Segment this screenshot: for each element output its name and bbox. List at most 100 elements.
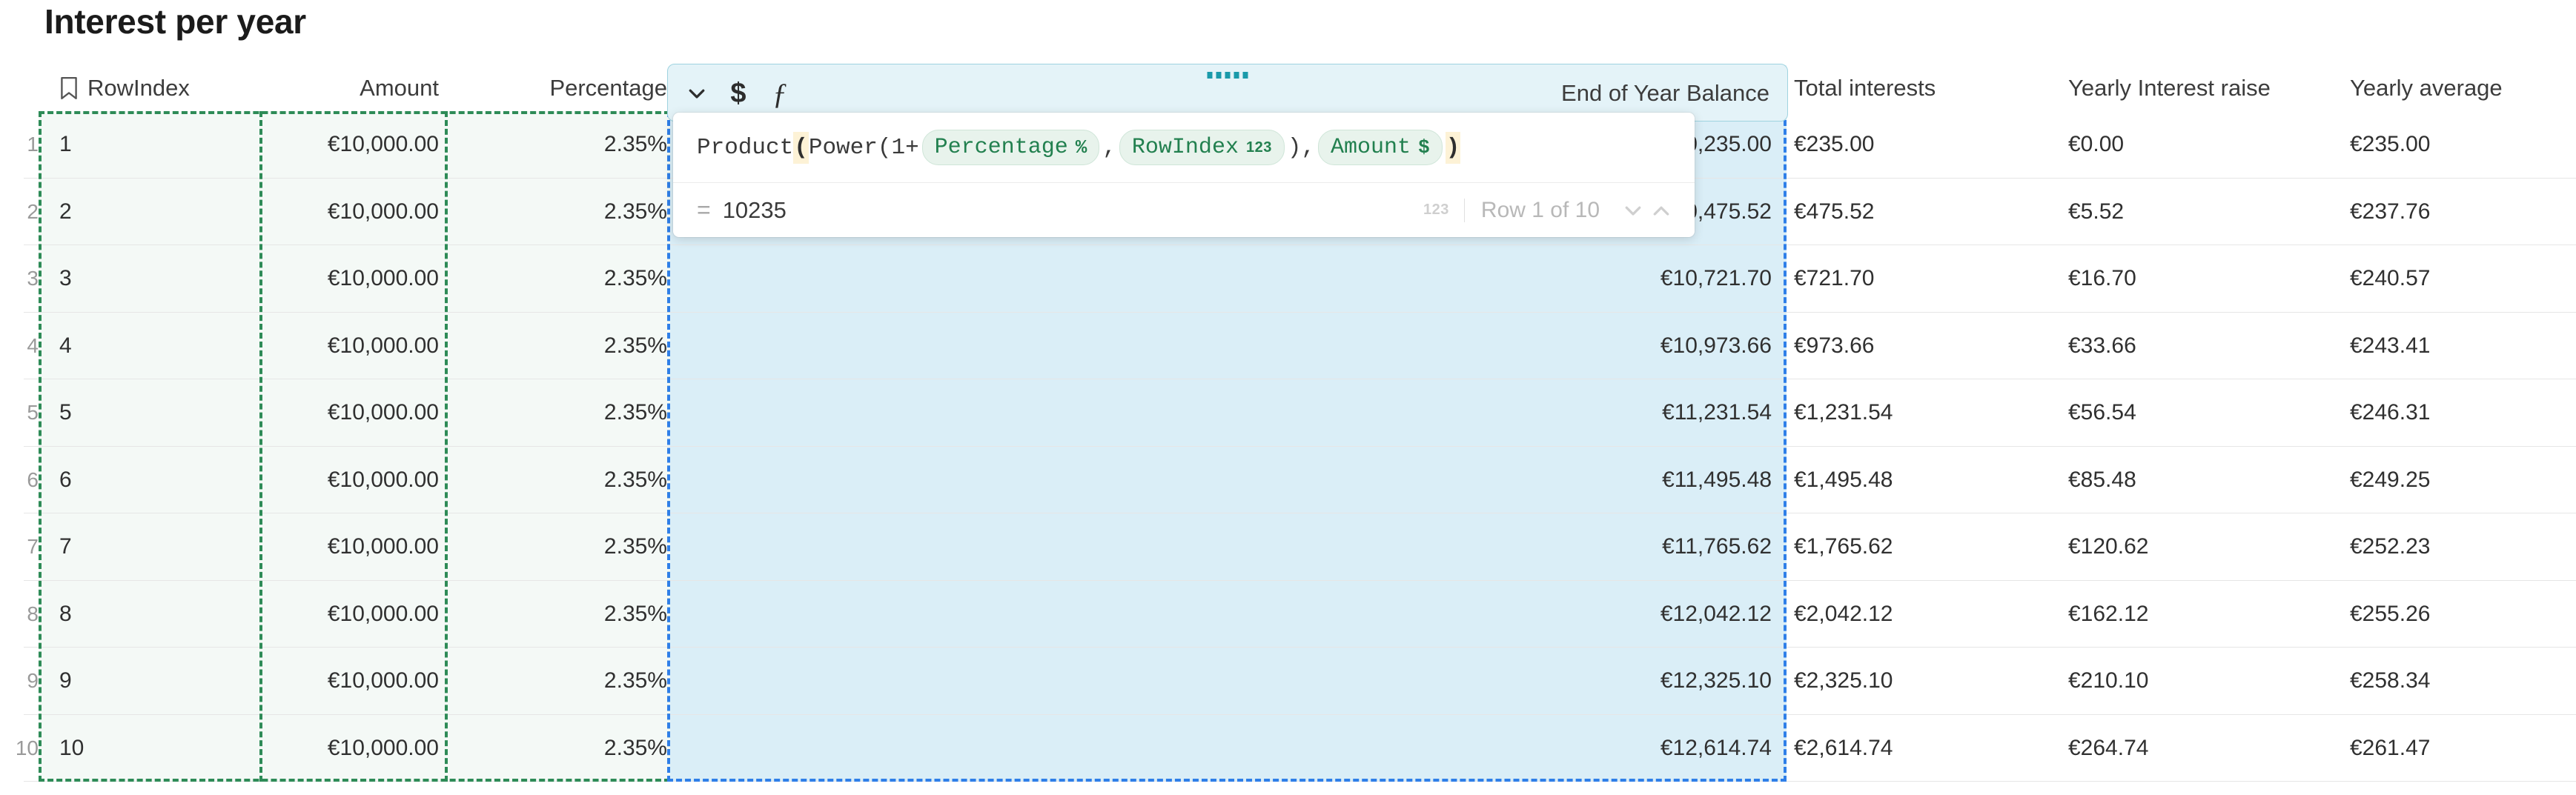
cell-avg[interactable]: €255.26: [2350, 601, 2431, 626]
cell-avg[interactable]: €237.76: [2350, 199, 2431, 224]
cell-rowindex[interactable]: 2: [59, 199, 72, 224]
cell-avg[interactable]: €243.41: [2350, 333, 2431, 358]
cell-rowindex[interactable]: 6: [59, 467, 72, 492]
cell-avg[interactable]: €258.34: [2350, 668, 2431, 693]
table-row[interactable]: 4 4 €10,000.00 2.35% €10,973.66 €973.66 €33.66…: [0, 313, 2576, 379]
cell-eoy[interactable]: €11,231.54: [1662, 400, 1772, 425]
cell-rowindex[interactable]: 1: [59, 132, 72, 157]
table-row[interactable]: 6 6 €10,000.00 2.35% €11,495.48 €1,495.48 €85.…: [0, 447, 2576, 513]
cell-rowindex[interactable]: 3: [59, 266, 72, 291]
cell-percentage[interactable]: 2.35%: [603, 132, 667, 157]
table-row[interactable]: 7 7 €10,000.00 2.35% €11,765.62 €1,765.62 €120…: [0, 513, 2576, 581]
cell-eoy[interactable]: €10,721.70: [1660, 266, 1772, 291]
cell-raise[interactable]: €85.48: [2068, 467, 2136, 492]
cell-raise[interactable]: €210.10: [2068, 668, 2149, 693]
cell-eoy[interactable]: €12,614.74: [1660, 735, 1772, 760]
cell-amount[interactable]: €10,000.00: [327, 735, 439, 760]
formula-close-paren: ): [1445, 131, 1461, 164]
cell-total[interactable]: €1,765.62: [1794, 534, 1893, 559]
cell-raise[interactable]: €56.54: [2068, 400, 2136, 425]
cell-raise[interactable]: €0.00: [2068, 132, 2125, 157]
cell-amount[interactable]: €10,000.00: [327, 467, 439, 492]
cell-rowindex[interactable]: 4: [59, 333, 72, 358]
dollar-icon[interactable]: $: [730, 77, 746, 109]
chevron-down-icon[interactable]: [684, 79, 709, 108]
cell-total[interactable]: €2,614.74: [1794, 735, 1893, 760]
cell-avg[interactable]: €235.00: [2350, 132, 2431, 157]
cell-eoy[interactable]: €12,042.12: [1660, 601, 1772, 626]
cell-amount[interactable]: €10,000.00: [327, 668, 439, 693]
cell-avg[interactable]: €261.47: [2350, 735, 2431, 760]
table-row[interactable]: 10 10 €10,000.00 2.35% €12,614.74 €2,614.74 €2…: [0, 715, 2576, 782]
drag-handle[interactable]: [1207, 72, 1248, 79]
cell-amount[interactable]: €10,000.00: [327, 132, 439, 157]
cell-total[interactable]: €1,231.54: [1794, 400, 1893, 425]
table-row[interactable]: 5 5 €10,000.00 2.35% €11,231.54 €1,231.54 €56.…: [0, 379, 2576, 447]
cell-eoy[interactable]: €12,325.10: [1660, 668, 1772, 693]
column-header-yearly-average[interactable]: Yearly average: [2350, 65, 2572, 111]
table-row[interactable]: 3 3 €10,000.00 2.35% €10,721.70 €721.70 €16.70…: [0, 245, 2576, 313]
cell-percentage[interactable]: 2.35%: [603, 467, 667, 492]
cell-amount[interactable]: €10,000.00: [327, 400, 439, 425]
column-header-percentage[interactable]: Percentage: [445, 65, 667, 111]
cell-eoy[interactable]: €10,973.66: [1660, 333, 1772, 358]
cell-amount[interactable]: €10,000.00: [327, 534, 439, 559]
cell-percentage[interactable]: 2.35%: [603, 266, 667, 291]
column-header-yearly-average-label: Yearly average: [2350, 75, 2503, 101]
column-header-yearly-interest-raise[interactable]: Yearly Interest raise: [2068, 65, 2350, 111]
cell-percentage[interactable]: 2.35%: [603, 534, 667, 559]
chevron-down-icon[interactable]: [1619, 196, 1647, 224]
cell-percentage[interactable]: 2.35%: [603, 400, 667, 425]
formula-input[interactable]: Product(Power(1+ Percentage%, RowIndex 123)…: [697, 113, 1695, 182]
table-row[interactable]: 8 8 €10,000.00 2.35% €12,042.12 €2,042.12 €162…: [0, 581, 2576, 648]
cell-total[interactable]: €973.66: [1794, 333, 1875, 358]
cell-percentage[interactable]: 2.35%: [603, 199, 667, 224]
row-number: 9: [27, 669, 39, 693]
cell-rowindex[interactable]: 8: [59, 601, 72, 626]
cell-amount[interactable]: €10,000.00: [327, 199, 439, 224]
function-icon[interactable]: ƒ: [772, 76, 787, 110]
formula-chip-amount[interactable]: Amount $: [1318, 130, 1443, 165]
table-row[interactable]: 9 9 €10,000.00 2.35% €12,325.10 €2,325.10 €210…: [0, 648, 2576, 715]
cell-avg[interactable]: €249.25: [2350, 467, 2431, 492]
cell-avg[interactable]: €246.31: [2350, 400, 2431, 425]
cell-total[interactable]: €1,495.48: [1794, 467, 1893, 492]
chevron-up-icon[interactable]: [1647, 196, 1675, 224]
cell-total[interactable]: €2,325.10: [1794, 668, 1893, 693]
cell-raise[interactable]: €162.12: [2068, 601, 2149, 626]
cell-total[interactable]: €475.52: [1794, 199, 1875, 224]
cell-percentage[interactable]: 2.35%: [603, 735, 667, 760]
status-divider: [1463, 198, 1465, 222]
cell-amount[interactable]: €10,000.00: [327, 333, 439, 358]
cell-amount[interactable]: €10,000.00: [327, 601, 439, 626]
cell-amount[interactable]: €10,000.00: [327, 266, 439, 291]
cell-eoy[interactable]: €11,765.62: [1662, 534, 1772, 559]
cell-total[interactable]: €2,042.12: [1794, 601, 1893, 626]
formula-chip-percentage[interactable]: Percentage%: [921, 130, 1100, 165]
cell-rowindex[interactable]: 7: [59, 534, 72, 559]
cell-raise[interactable]: €5.52: [2068, 199, 2125, 224]
cell-raise[interactable]: €33.66: [2068, 333, 2136, 358]
cell-rowindex[interactable]: 9: [59, 668, 72, 693]
column-header-amount[interactable]: Amount: [259, 65, 439, 111]
formula-editor-card[interactable]: Product(Power(1+ Percentage%, RowIndex 123)…: [673, 113, 1695, 237]
cell-raise[interactable]: €16.70: [2068, 266, 2136, 291]
cell-percentage[interactable]: 2.35%: [603, 601, 667, 626]
cell-total[interactable]: €721.70: [1794, 266, 1875, 291]
column-header-rowindex[interactable]: RowIndex: [59, 65, 259, 111]
cell-raise[interactable]: €264.74: [2068, 735, 2149, 760]
green-selection-fill: [39, 111, 670, 782]
cell-percentage[interactable]: 2.35%: [603, 668, 667, 693]
cell-eoy[interactable]: €11,495.48: [1662, 467, 1772, 492]
cell-total[interactable]: €235.00: [1794, 132, 1875, 157]
row-divider: [24, 311, 2576, 313]
cell-avg[interactable]: €240.57: [2350, 266, 2431, 291]
cell-percentage[interactable]: 2.35%: [603, 333, 667, 358]
cell-avg[interactable]: €252.23: [2350, 534, 2431, 559]
cell-rowindex[interactable]: 5: [59, 400, 72, 425]
column-header-total-interests[interactable]: Total interests: [1794, 65, 2039, 111]
row-number: 7: [27, 535, 39, 559]
cell-raise[interactable]: €120.62: [2068, 534, 2149, 559]
formula-chip-rowindex[interactable]: RowIndex 123: [1119, 130, 1285, 165]
cell-rowindex[interactable]: 10: [59, 735, 85, 760]
